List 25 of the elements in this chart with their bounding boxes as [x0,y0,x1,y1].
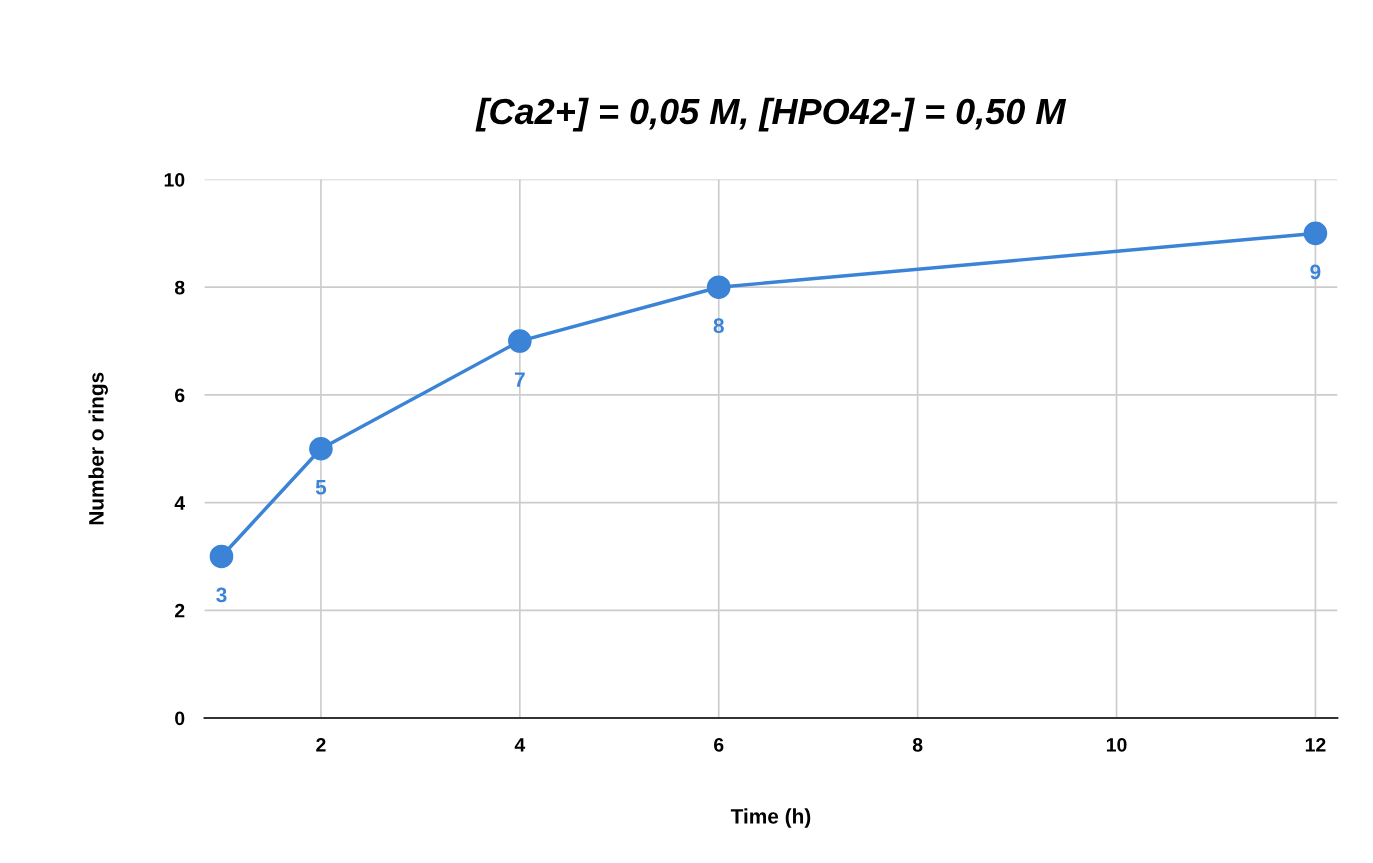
x-tick-label: 2 [316,737,326,752]
x-tick-label: 6 [714,737,724,752]
y-tick-label: 4 [174,496,186,510]
chart-title: [Ca2+] = 0,05 M, [HPO42-] = 0,50 M [475,97,1067,132]
x-tick-label: 8 [912,737,923,752]
data-label: 8 [713,318,724,334]
y-tick-label: 0 [175,711,185,726]
y-axis-title: Number o rings [88,372,108,525]
x-tick-label: 4 [514,738,526,752]
point [1303,221,1328,246]
y-tick-label: 6 [175,388,185,403]
point [209,544,234,569]
point [309,436,333,461]
data-label: 9 [1310,264,1321,280]
x-tick-label: 12 [1305,737,1326,752]
x-tick-label: 10 [1106,737,1127,752]
y-tick-label: 8 [174,280,185,295]
x-axis-title: Time (h) [730,808,811,828]
y-tick-label: 2 [174,603,185,618]
point [706,275,731,300]
point [508,329,532,353]
data-label: 3 [216,587,227,603]
y-tick-label: 10 [164,172,185,187]
data-label: 5 [315,480,327,495]
data-label: 7 [514,372,525,387]
